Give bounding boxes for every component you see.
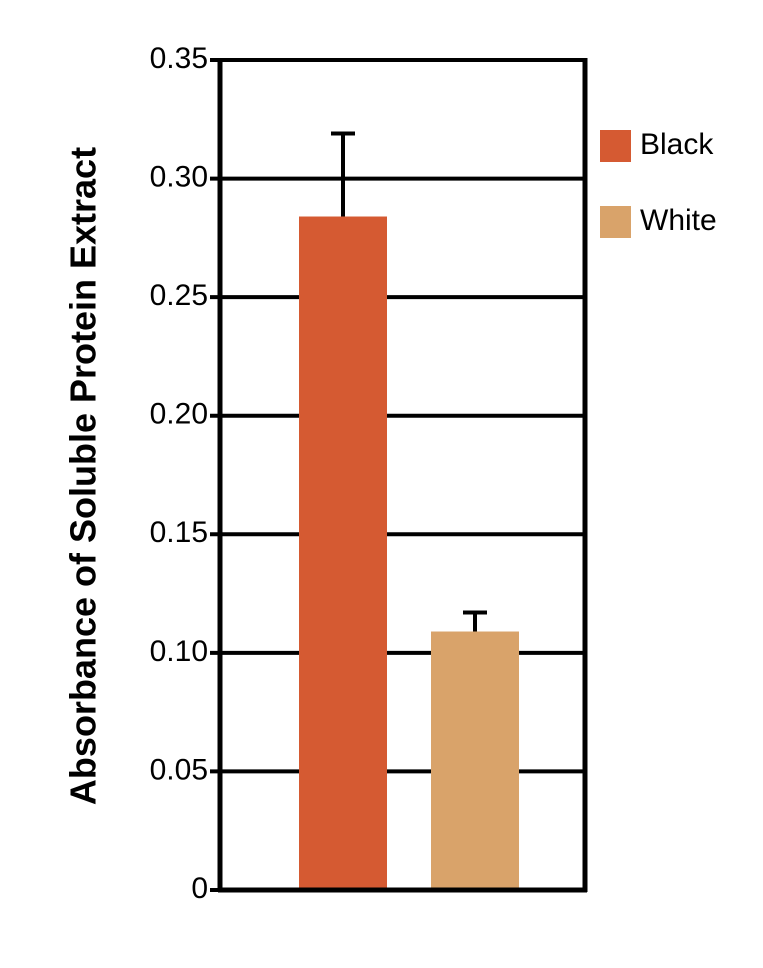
y-tick-label: 0.20 [150,398,208,431]
legend-label: Black [640,128,714,161]
y-axis-label: Absorbance of Soluble Protein Extract [63,147,104,805]
y-tick-label: 0.35 [150,42,208,75]
y-tick-label: 0.15 [150,516,208,549]
y-tick-label: 0.10 [150,635,208,668]
y-tick-label: 0 [191,872,208,905]
legend-swatch [600,206,631,238]
y-tick-label: 0.30 [150,160,208,193]
y-tick-label: 0.25 [150,279,208,312]
legend-label: White [640,204,717,237]
legend-swatch [600,130,631,162]
bar [299,216,387,890]
y-tick-label: 0.05 [150,753,208,786]
bar [431,631,519,890]
